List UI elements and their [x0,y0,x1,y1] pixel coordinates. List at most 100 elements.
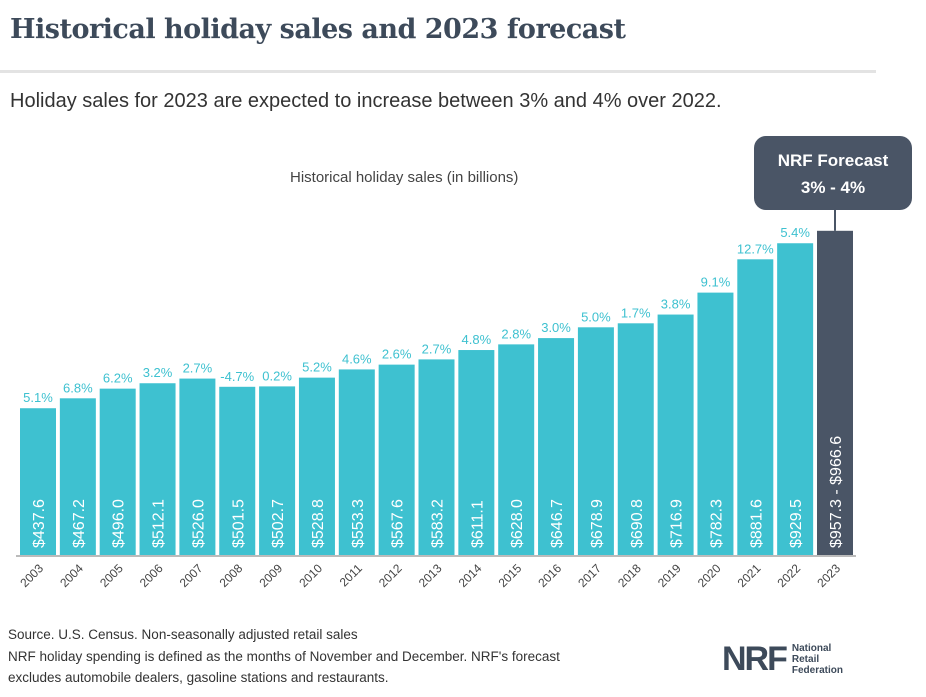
logo-text: National Retail Federation [792,643,843,676]
value-label: $782.3 [708,499,725,548]
value-label: $567.6 [390,499,407,548]
logo-text-line: Retail [791,654,820,665]
growth-label: 2.8% [501,326,531,341]
page-title: Historical holiday sales and 2023 foreca… [10,14,626,45]
growth-label: 0.2% [262,368,292,383]
subtitle: Holiday sales for 2023 are expected to i… [10,90,722,112]
forecast-callout: NRF Forecast 3% - 4% [754,136,912,210]
year-label: 2005 [97,561,126,590]
year-label: 2016 [535,561,564,590]
growth-label: 5.2% [302,360,332,375]
growth-label: 3.2% [143,365,173,380]
value-label: $583.2 [430,499,447,548]
value-label: $526.0 [190,499,207,548]
growth-label: 12.7% [737,241,774,256]
year-label: 2023 [814,561,843,590]
year-label: 2014 [456,561,485,590]
value-label: $929.5 [788,499,805,548]
bar [179,378,216,555]
year-label: 2003 [17,561,46,590]
growth-label: 1.7% [621,305,651,320]
bar [697,292,734,555]
year-label: 2013 [416,561,445,590]
year-label: 2006 [137,561,166,590]
forecast-callout-range: 3% - 4% [800,178,866,197]
year-label: 2018 [615,561,644,590]
growth-label: 6.2% [103,371,133,386]
year-label: 2015 [496,561,525,590]
value-label: $646.7 [549,499,566,548]
value-label: $501.5 [230,499,247,548]
year-label: 2019 [655,561,684,590]
bar [338,369,375,555]
value-label: $467.2 [71,499,88,548]
growth-label: 3.0% [541,320,571,335]
year-label: 2009 [256,561,285,590]
bar [657,314,694,555]
growth-label: 5.4% [780,225,810,240]
year-label: 2022 [774,561,803,590]
value-label: $512.1 [151,499,168,548]
growth-label: 5.0% [581,309,611,324]
value-label: $437.6 [31,499,48,548]
growth-label: 6.8% [63,380,93,395]
bar [219,386,256,555]
exclusion-note: excludes automobile dealers, gasoline st… [8,670,389,685]
value-label: $611.1 [469,500,486,548]
value-label: $502.7 [270,499,287,548]
bar [737,259,774,555]
growth-label: 2.6% [382,347,412,362]
growth-label: -4.7% [220,369,254,384]
year-label: 2012 [376,561,405,590]
source-note: Source. U.S. Census. Non-seasonally adju… [8,627,358,642]
growth-label: 4.8% [462,332,492,347]
growth-label: 3.8% [661,297,691,312]
value-label: $496.0 [111,499,128,548]
bar [817,230,853,555]
value-label: $528.8 [310,499,327,548]
bar [139,383,176,555]
bar [577,327,614,555]
year-label: 2011 [337,561,365,589]
value-label: $690.8 [629,499,646,548]
bar [458,350,495,555]
divider [0,70,876,73]
growth-label: 4.6% [342,351,372,366]
value-label: $678.9 [589,499,606,548]
bar [538,338,575,555]
year-label: 2020 [695,561,724,590]
forecast-callout-title: NRF Forecast [777,151,889,170]
year-label: 2021 [735,561,764,590]
year-label: 2008 [217,561,246,590]
bar [617,323,654,555]
bar [298,377,335,555]
bar [378,364,415,555]
definition-note: NRF holiday spending is defined as the m… [8,649,560,664]
bar [418,359,455,555]
year-label: 2010 [296,561,325,590]
logo-text-line: National [791,643,832,654]
year-label: 2007 [177,561,206,590]
value-label: $716.9 [669,499,686,548]
bar [777,243,814,555]
growth-label: 2.7% [422,341,452,356]
value-label: $957.3 - $966.6 [828,436,845,548]
chart-title: Historical holiday sales (in billions) [290,169,519,186]
growth-label: 9.1% [701,275,731,290]
growth-label: 5.1% [23,390,53,405]
year-label: 2004 [57,561,86,590]
bar [20,408,56,555]
bar [99,388,136,555]
value-label: $553.3 [350,499,367,548]
logo-text-line: Federation [791,665,844,676]
bar [259,386,296,555]
nrf-logo: NRF National Retail Federation [722,640,843,679]
logo-mark: NRF [722,640,788,678]
value-label: $628.0 [509,499,526,548]
bar [498,344,535,555]
year-label: 2017 [575,561,604,590]
bar [59,398,96,555]
value-label: $881.6 [748,499,765,548]
